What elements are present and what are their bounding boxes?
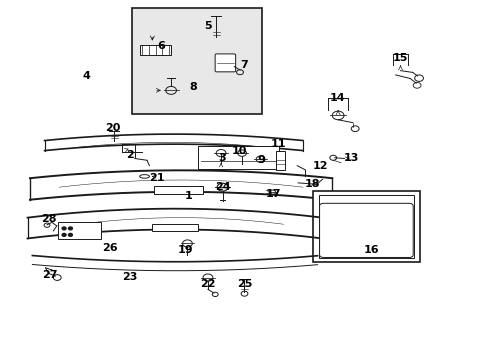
Text: 17: 17	[265, 189, 281, 199]
Text: 11: 11	[270, 139, 286, 149]
Text: 6: 6	[157, 41, 165, 50]
Text: 16: 16	[363, 245, 378, 255]
Text: 22: 22	[200, 279, 215, 289]
Ellipse shape	[140, 175, 149, 178]
Text: 2: 2	[126, 150, 134, 160]
Bar	[132, 8, 261, 114]
Text: 14: 14	[328, 93, 344, 103]
Circle shape	[68, 227, 72, 230]
Text: 9: 9	[257, 155, 265, 165]
Text: 18: 18	[305, 179, 320, 189]
Text: 5: 5	[203, 21, 211, 31]
Bar	[276, 150, 285, 170]
Bar	[198, 146, 278, 169]
Text: 3: 3	[218, 153, 226, 163]
Text: 23: 23	[122, 272, 137, 282]
Circle shape	[62, 233, 66, 236]
Bar	[312, 191, 419, 262]
FancyBboxPatch shape	[215, 54, 235, 72]
Bar	[58, 222, 101, 239]
Text: 21: 21	[149, 173, 164, 183]
Text: 13: 13	[344, 153, 359, 163]
Text: 7: 7	[240, 60, 248, 70]
Text: 28: 28	[41, 215, 56, 224]
Text: 20: 20	[105, 123, 120, 133]
Text: 15: 15	[392, 53, 407, 63]
Text: 19: 19	[178, 245, 193, 255]
Text: 4: 4	[82, 71, 90, 81]
Circle shape	[68, 233, 72, 236]
Text: 25: 25	[236, 279, 252, 289]
Bar	[140, 45, 171, 55]
Bar	[318, 195, 413, 258]
Text: 27: 27	[41, 270, 57, 280]
Bar	[152, 224, 198, 231]
Text: 10: 10	[231, 146, 247, 156]
Text: 24: 24	[214, 182, 230, 192]
Circle shape	[62, 227, 66, 230]
Text: 26: 26	[102, 243, 118, 253]
Text: 12: 12	[312, 161, 327, 171]
FancyBboxPatch shape	[319, 203, 412, 257]
Bar	[154, 186, 203, 194]
Text: 1: 1	[184, 191, 192, 201]
Text: 8: 8	[189, 82, 197, 92]
